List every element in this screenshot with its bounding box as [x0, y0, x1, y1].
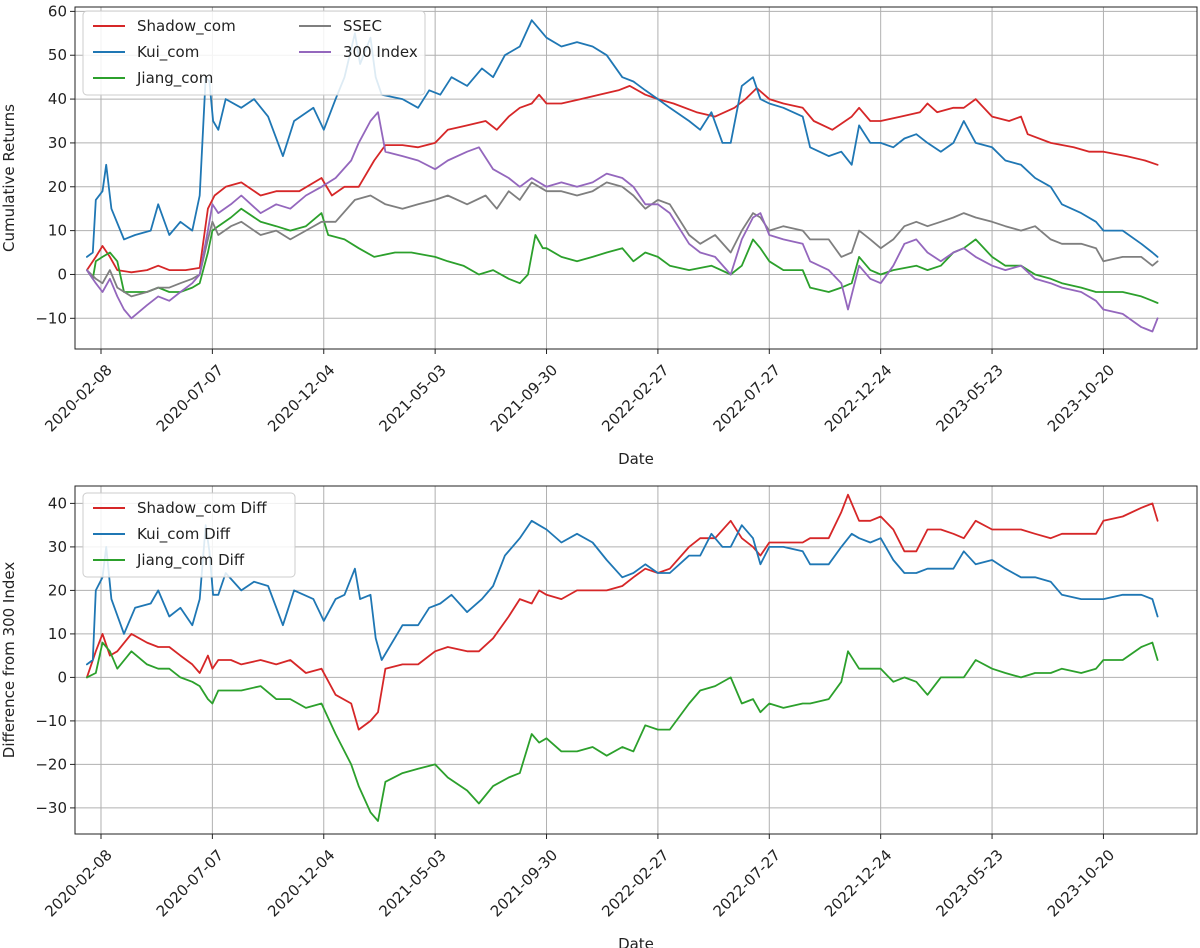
- x-tick-label: 2023-10-20: [1044, 846, 1118, 920]
- axes-frame: [74, 6, 1198, 350]
- legend-label: 300 Index: [343, 43, 418, 61]
- series-line-shadow-com: [86, 85, 1159, 274]
- series-group: [86, 19, 1159, 333]
- legend-label: Jiang_com: [136, 69, 213, 88]
- x-tick-label: 2020-12-04: [264, 846, 338, 920]
- x-tick-label: 2023-05-23: [932, 361, 1006, 435]
- y-tick-label: 30: [48, 538, 67, 556]
- y-tick-label: −10: [35, 712, 67, 730]
- y-axis-title: Cumulative Returns: [0, 104, 18, 252]
- legend-frame: [82, 492, 296, 578]
- legend-item: Shadow_com: [93, 17, 236, 36]
- legend-label: Kui_com Diff: [137, 525, 231, 544]
- legend-label: Kui_com: [137, 43, 199, 62]
- x-tick-label: 2021-09-30: [487, 361, 561, 435]
- legend-label: SSEC: [343, 17, 382, 35]
- series-line-300-index: [86, 111, 1159, 333]
- x-tick-label: 2022-12-24: [821, 361, 895, 435]
- legend-item: Jiang_com Diff: [93, 551, 245, 570]
- cumulative-returns-chart: −10 0 10 20 30 40 50 60 2020-02-08 2020-07-07 2020…: [0, 2, 1198, 468]
- y-tick-label: −20: [35, 755, 67, 773]
- series-line-ssec: [86, 181, 1159, 298]
- x-tick-label: 2021-05-03: [376, 846, 450, 920]
- y-tick-label: 20: [48, 581, 67, 599]
- y-tick-label: 10: [48, 222, 67, 240]
- legend-item: Kui_com: [93, 43, 199, 62]
- x-tick-label: 2022-02-27: [598, 846, 672, 920]
- y-axis-title: Difference from 300 Index: [0, 562, 18, 759]
- grid: [75, 7, 1197, 349]
- legend: Shadow_com Diff Kui_com Diff Jiang_com Dif…: [82, 492, 296, 578]
- series-line-shadow-com-diff: [86, 493, 1159, 731]
- x-axis-title: Date: [618, 935, 654, 948]
- x-tick-label: 2023-10-20: [1044, 361, 1118, 435]
- x-tick-label: 2020-07-07: [153, 361, 227, 435]
- legend-item: SSEC: [299, 17, 382, 35]
- y-tick-label: −10: [35, 309, 67, 327]
- y-tick-label: 60: [48, 2, 67, 20]
- y-tick-label: 30: [48, 134, 67, 152]
- y-tick-label: 0: [57, 668, 67, 686]
- legend-label: Shadow_com: [137, 17, 236, 36]
- y-tick-label: 0: [57, 265, 67, 283]
- x-tick-label: 2021-09-30: [487, 846, 561, 920]
- x-tick-label: 2020-02-08: [41, 361, 115, 435]
- legend-item: Jiang_com: [93, 69, 213, 88]
- axes-frame: [74, 485, 1198, 835]
- x-axis-title: Date: [618, 450, 654, 468]
- legend-item: 300 Index: [299, 43, 418, 61]
- y-tick-label: 40: [48, 494, 67, 512]
- difference-chart: −30 −20 −10 0 10 20 30 40 2020-02-08 2020-07-07 20…: [0, 485, 1198, 948]
- x-tick-label: 2020-12-04: [264, 361, 338, 435]
- y-tick-label: 20: [48, 178, 67, 196]
- y-tick-label: 50: [48, 46, 67, 64]
- series-line-jiang-com-diff: [86, 641, 1159, 822]
- legend-frame: [82, 10, 426, 96]
- x-tick-label: 2020-07-07: [153, 846, 227, 920]
- legend: Shadow_com Kui_com Jiang_com SSEC 300 Index: [82, 10, 426, 96]
- x-tick-label: 2023-05-23: [932, 846, 1006, 920]
- legend-label: Jiang_com Diff: [136, 551, 245, 570]
- x-tick-label: 2022-02-27: [598, 361, 672, 435]
- series-line-kui-com: [86, 19, 1159, 258]
- x-tick-label: 2022-07-27: [710, 846, 784, 920]
- x-tick-label: 2021-05-03: [376, 361, 450, 435]
- y-tick-label: 40: [48, 90, 67, 108]
- x-tick-label: 2022-07-27: [710, 361, 784, 435]
- legend-item: Kui_com Diff: [93, 525, 231, 544]
- x-tick-label: 2022-12-24: [821, 846, 895, 920]
- y-tick-label: 10: [48, 625, 67, 643]
- y-tick-label: −30: [35, 799, 67, 817]
- legend-label: Shadow_com Diff: [137, 499, 267, 518]
- legend-item: Shadow_com Diff: [93, 499, 267, 518]
- x-tick-label: 2020-02-08: [41, 846, 115, 920]
